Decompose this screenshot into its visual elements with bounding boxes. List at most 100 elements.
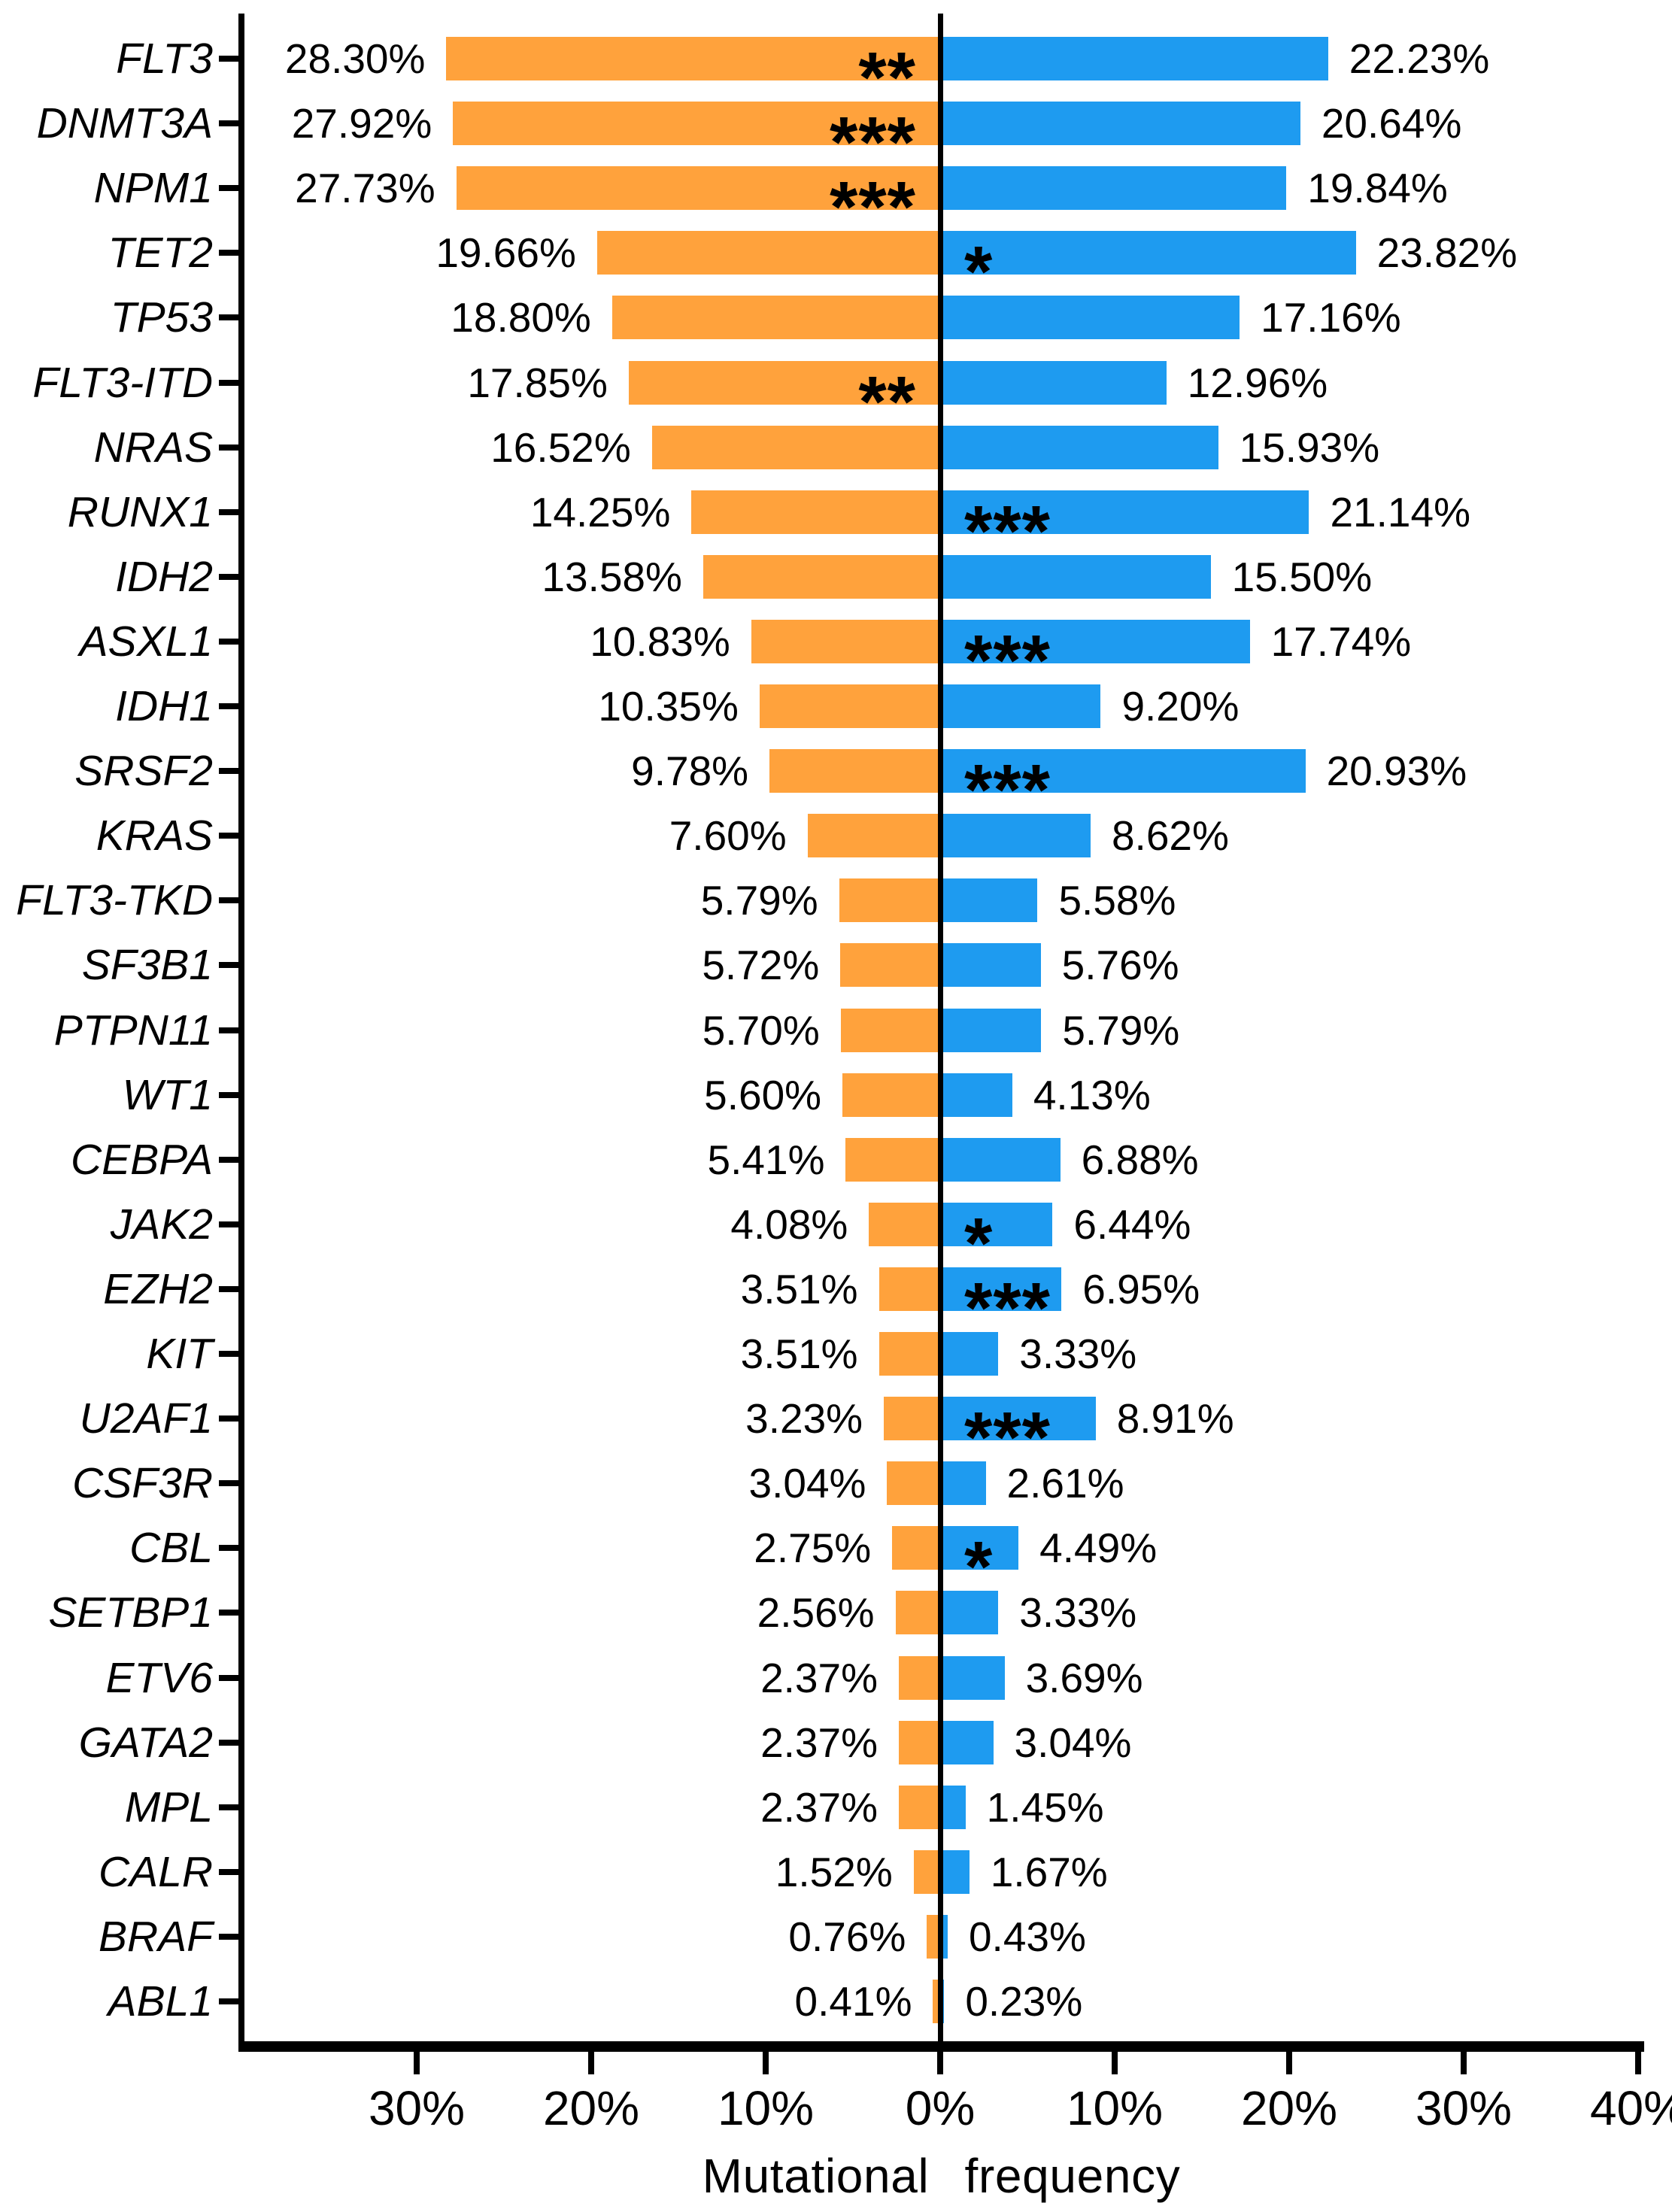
gene-label-NRAS: NRAS [93,423,213,472]
gene-tick [219,314,238,321]
gene-label-FLT3-TKD: FLT3-TKD [16,876,213,925]
gene-label-CSF3R: CSF3R [72,1459,213,1508]
gene-label-PTPN11: PTPN11 [53,1006,213,1054]
bar-left-KRAS [807,814,940,858]
value-label-right-CBL: 4.49% [1039,1525,1158,1572]
bar-left-SF3B1 [840,943,940,988]
gene-label-ASXL1: ASXL1 [79,617,213,666]
gene-tick [219,703,238,709]
significance-stars-U2AF1: *** [964,1397,1205,1478]
stars-glyph: *** [964,1267,1051,1349]
value-label-left-IDH2: 13.58% [542,553,682,600]
gene-tick [219,962,238,969]
bar-left-SRSF2 [769,749,940,793]
bar-left-IDH2 [702,554,940,599]
bar-right-CALR [940,1849,970,1894]
x-tick-0%-0 [937,2052,943,2074]
bar-left-MPL [899,1785,940,1829]
value-label-left-CBL: 2.75% [754,1525,872,1572]
gene-tick [219,508,238,515]
value-label-left-U2AF1: 3.23% [745,1395,863,1443]
significance-stars-ASXL1: *** [964,620,1205,701]
bar-right-CEBPA [940,1137,1061,1182]
gene-label-FLT3-ITD: FLT3-ITD [32,358,213,407]
gene-label-U2AF1: U2AF1 [79,1394,213,1443]
gene-tick [219,1415,238,1422]
value-label-left-FLT3-TKD: 5.79% [700,877,818,924]
gene-label-KIT: KIT [146,1330,213,1378]
bar-right-PTPN11 [940,1008,1042,1052]
value-label-right-SETBP1: 3.33% [1019,1589,1137,1637]
value-label-left-ASXL1: 10.83% [590,617,730,665]
gene-label-NPM1: NPM1 [93,164,213,213]
gene-label-WT1: WT1 [122,1070,213,1119]
gene-label-GATA2: GATA2 [78,1718,213,1767]
bar-left-DNMT3A [453,102,940,146]
value-label-right-FLT3-ITD: 12.96% [1187,359,1328,406]
gene-label-DNMT3A: DNMT3A [36,99,213,148]
gene-tick [219,120,238,127]
bar-right-EZH2 [940,1267,1062,1311]
significance-stars-TET2: * [964,231,1205,312]
gene-tick [219,1739,238,1746]
gene-tick [219,1545,238,1552]
bar-left-TP53 [611,296,940,340]
x-tick-label-30: 30% [1415,2081,1513,2135]
gene-label-IDH1: IDH1 [115,682,213,730]
gene-label-TET2: TET2 [108,229,213,278]
significance-stars-FLT3-ITD: ** [675,361,916,441]
bar-right-NRAS [940,425,1218,469]
stars-glyph: *** [830,102,916,184]
value-label-right-EZH2: 6.95% [1082,1265,1200,1312]
value-label-left-TET2: 19.66% [435,229,576,277]
bar-right-SF3B1 [940,943,1041,988]
bar-left-U2AF1 [884,1397,940,1441]
value-label-right-MPL: 1.45% [986,1783,1104,1831]
bar-left-BRAF [927,1914,940,1959]
stars-glyph: * [964,1527,994,1608]
gene-tick [219,1804,238,1810]
x-tick-30%-30 [1461,2052,1467,2074]
bar-left-ABL1 [933,1980,940,2023]
value-label-left-MPL: 2.37% [760,1783,878,1831]
value-label-left-DNMT3A: 27.92% [291,100,432,147]
value-label-right-PTPN11: 5.79% [1062,1006,1180,1054]
gene-label-KRAS: KRAS [96,812,213,860]
value-label-left-NPM1: 27.73% [295,165,435,212]
value-label-right-CSF3R: 2.61% [1006,1460,1124,1507]
gene-tick [219,573,238,580]
bar-right-IDH1 [940,684,1101,728]
significance-stars-SRSF2: *** [964,749,1205,830]
bar-left-FLT3 [446,37,940,80]
value-label-left-SETBP1: 2.56% [757,1589,875,1637]
value-label-right-JAK2: 6.44% [1073,1200,1191,1248]
gene-tick [219,1998,238,2004]
bar-right-JAK2 [940,1202,1053,1246]
gene-label-SRSF2: SRSF2 [74,747,213,796]
value-label-left-CSF3R: 3.04% [748,1460,866,1507]
value-label-right-TP53: 17.16% [1261,294,1401,341]
bar-right-TET2 [940,231,1356,275]
value-label-right-CALR: 1.67% [990,1848,1108,1895]
x-tick-label--10: 10% [717,2081,815,2135]
gene-tick [219,1933,238,1940]
stars-glyph: ** [858,37,916,118]
bar-right-SRSF2 [940,749,1306,793]
value-label-left-KRAS: 7.60% [669,812,787,860]
gene-tick [219,1480,238,1487]
bar-right-CSF3R [940,1461,986,1506]
stars-glyph: * [964,232,994,313]
x-tick-10%--10 [763,2052,769,2074]
value-label-right-U2AF1: 8.91% [1116,1395,1234,1443]
significance-stars-RUNX1: *** [964,490,1205,572]
value-label-left-PTPN11: 5.70% [702,1006,820,1054]
bar-left-NPM1 [456,166,940,211]
gene-label-EZH2: EZH2 [103,1264,213,1313]
y-axis-line [238,14,244,2044]
gene-label-CBL: CBL [129,1524,213,1573]
gene-label-RUNX1: RUNX1 [67,487,213,536]
gene-tick [219,56,238,62]
gene-tick [219,1610,238,1616]
value-label-left-TP53: 18.80% [451,294,591,341]
